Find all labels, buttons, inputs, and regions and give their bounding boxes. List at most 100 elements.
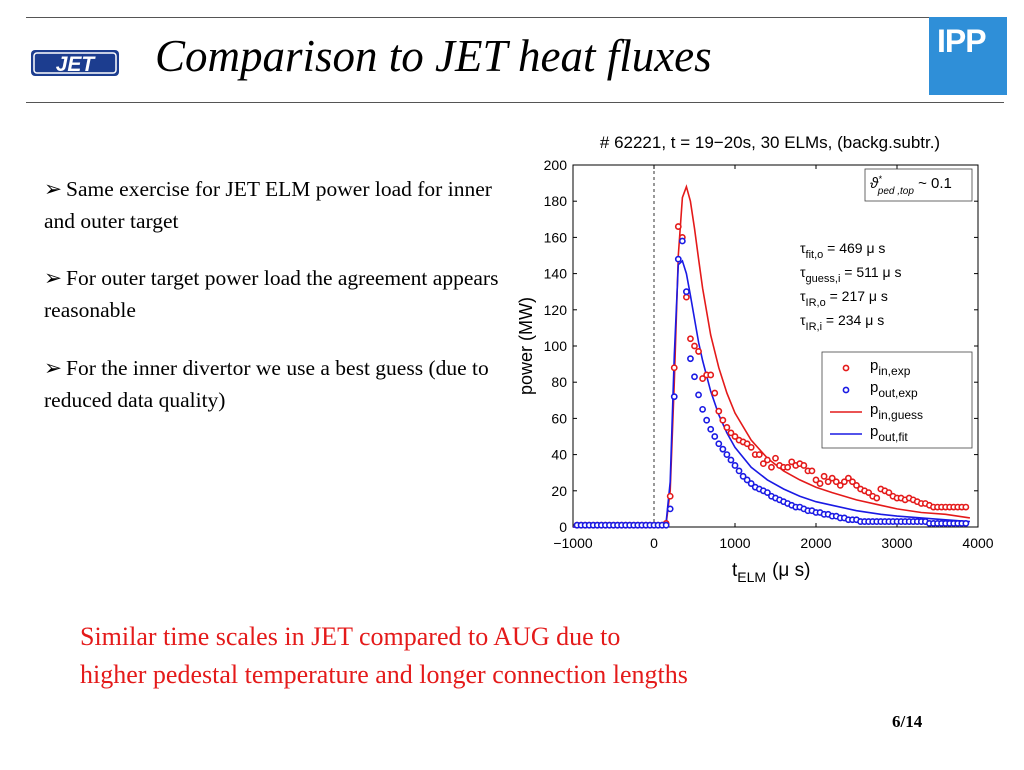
data-point-in-exp xyxy=(691,342,698,350)
series-line-out-fit xyxy=(573,259,970,528)
bullet-text: For the inner divertor we use a best gue… xyxy=(44,356,489,412)
conclusion-line-1: Similar time scales in JET compared to A… xyxy=(80,622,621,651)
y-tick-label: 60 xyxy=(551,410,567,426)
data-point-in-exp xyxy=(808,467,816,475)
power-chart: # 62221, t = 19−20s, 30 ELMs, (backg.sub… xyxy=(516,133,994,585)
conclusion-line-2: higher pedestal temperature and longer c… xyxy=(80,660,688,689)
data-point-in-exp xyxy=(768,463,775,471)
data-point-in-exp xyxy=(824,478,832,486)
y-tick-label: 0 xyxy=(559,519,567,535)
data-point-in-exp xyxy=(731,433,739,440)
x-tick-label: 2000 xyxy=(800,535,831,551)
tau-annotation: τguess,i = 511 μ s xyxy=(800,264,902,285)
data-point-in-exp xyxy=(788,458,796,466)
data-point-out-exp xyxy=(962,519,970,527)
y-tick-label: 120 xyxy=(544,302,568,318)
y-tick-label: 100 xyxy=(544,338,568,354)
legend-label: pout,exp xyxy=(870,379,918,400)
data-point-in-exp xyxy=(772,454,779,462)
data-point-in-exp xyxy=(682,293,690,301)
data-point-in-exp xyxy=(707,371,715,379)
y-tick-label: 160 xyxy=(544,229,568,245)
data-point-out-exp xyxy=(747,480,755,487)
data-point-in-exp xyxy=(962,503,970,511)
data-point-in-exp xyxy=(763,456,771,464)
y-tick-label: 180 xyxy=(544,193,568,209)
data-point-in-exp xyxy=(840,478,848,486)
data-point-in-exp xyxy=(670,364,678,372)
header-rule xyxy=(26,102,1004,103)
arrow-bullet-icon: ➢ xyxy=(44,177,63,201)
arrow-bullet-icon: ➢ xyxy=(44,356,63,380)
data-point-in-exp xyxy=(695,348,702,355)
data-point-out-exp xyxy=(711,433,719,440)
data-point-in-exp xyxy=(715,407,723,415)
data-point-in-exp xyxy=(711,389,719,397)
data-point-in-exp xyxy=(816,480,824,487)
data-point-in-exp xyxy=(828,474,836,482)
data-point-out-exp xyxy=(763,489,771,497)
data-point-out-exp xyxy=(707,425,715,433)
data-point-in-exp xyxy=(666,492,674,500)
data-point-out-exp xyxy=(678,237,686,245)
data-point-in-exp xyxy=(723,424,731,431)
data-point-in-exp xyxy=(800,462,808,469)
data-point-out-exp xyxy=(723,451,731,458)
data-point-out-exp xyxy=(674,255,682,263)
y-tick-label: 40 xyxy=(551,447,567,463)
inset-label-box xyxy=(864,168,973,202)
legend-marker xyxy=(842,364,850,372)
data-point-in-exp xyxy=(849,478,856,486)
conclusion-text: Similar time scales in JET compared to A… xyxy=(80,618,960,694)
data-point-out-exp xyxy=(743,476,751,484)
data-point-out-exp xyxy=(670,393,678,401)
x-tick-label: 1000 xyxy=(719,535,750,551)
inset-label: ϑ* ped ,top ~ 0.1 xyxy=(870,174,952,197)
data-point-out-exp xyxy=(699,405,706,413)
x-tick-label: 0 xyxy=(650,535,658,551)
data-point-out-exp xyxy=(695,391,702,399)
data-point-out-exp xyxy=(682,288,690,296)
ipp-logo-text: IPP xyxy=(937,23,987,59)
data-point-out-exp xyxy=(703,416,711,424)
data-point-out-exp xyxy=(666,505,674,513)
data-point-in-exp xyxy=(844,474,852,482)
data-point-out-exp xyxy=(715,440,723,448)
page-title: Comparison to JET heat fluxes xyxy=(155,31,712,81)
y-axis-label: power (MW) xyxy=(516,297,536,395)
data-point-in-exp xyxy=(865,489,873,497)
y-tick-label: 200 xyxy=(544,157,568,173)
x-tick-label: −1000 xyxy=(553,535,593,551)
data-point-in-exp xyxy=(674,223,682,230)
tau-annotation: τIR,i = 234 μ s xyxy=(800,312,884,333)
data-point-in-exp xyxy=(853,481,860,489)
plot-frame xyxy=(572,164,979,528)
data-point-in-exp xyxy=(699,375,706,382)
jet-logo-text: JET xyxy=(56,53,97,76)
data-point-in-exp xyxy=(885,489,893,497)
data-point-in-exp xyxy=(727,429,735,437)
bullet-text: Same exercise for JET ELM power load for… xyxy=(44,177,492,233)
data-point-in-exp xyxy=(832,478,840,486)
data-point-out-exp xyxy=(731,462,739,469)
tau-annotation: τfit,o = 469 μ s xyxy=(800,240,885,261)
legend-box xyxy=(821,351,973,449)
y-tick-label: 140 xyxy=(544,266,568,282)
legend-marker xyxy=(842,386,850,394)
data-point-out-exp xyxy=(735,467,743,475)
x-tick-label: 4000 xyxy=(962,535,993,551)
ipp-logo-icon: IPP xyxy=(929,17,1007,95)
data-point-in-exp xyxy=(747,443,755,451)
jet-logo-icon: JET xyxy=(31,50,119,76)
data-point-in-exp xyxy=(759,460,767,468)
data-point-out-exp xyxy=(691,373,698,381)
data-point-in-exp xyxy=(784,463,792,471)
x-axis-label: tELM (μ s) xyxy=(732,560,810,585)
data-point-out-exp xyxy=(727,456,735,464)
data-point-in-exp xyxy=(743,440,751,448)
tau-annotation: τIR,o = 217 μ s xyxy=(800,288,888,309)
legend-label: pout,fit xyxy=(870,423,908,444)
page-number: 6/14 xyxy=(892,712,923,731)
data-point-out-exp xyxy=(719,445,727,453)
data-point-out-exp xyxy=(662,521,670,529)
